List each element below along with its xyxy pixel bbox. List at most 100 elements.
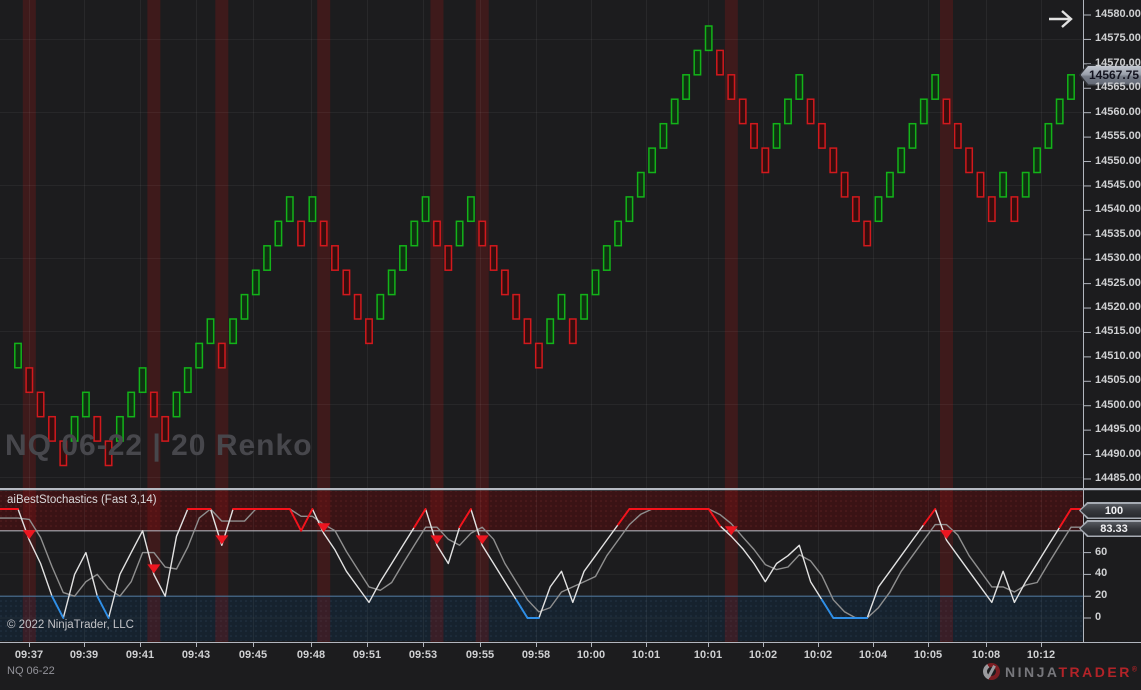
renko-brick [728, 75, 734, 99]
renko-brick [83, 392, 89, 416]
time-axis-label: 10:02 [742, 649, 784, 661]
renko-brick [389, 270, 395, 294]
renko-brick [37, 392, 43, 416]
renko-brick [706, 26, 712, 50]
price-axis-label: 14490.00 [1095, 448, 1141, 460]
renko-brick [241, 295, 247, 319]
renko-brick [932, 75, 938, 99]
renko-brick [196, 343, 202, 367]
renko-brick [1034, 148, 1040, 172]
price-axis-label: 14540.00 [1095, 203, 1141, 215]
price-axis-label: 14565.00 [1095, 81, 1141, 93]
ninjatrader-logo-icon [983, 663, 1000, 680]
renko-brick [966, 148, 972, 172]
renko-brick [638, 173, 644, 197]
renko-brick [513, 295, 519, 319]
renko-brick [955, 124, 961, 148]
price-axis-label: 14500.00 [1095, 399, 1141, 411]
time-axis[interactable]: 09:3709:3909:4109:4309:4509:4809:5109:53… [0, 643, 1141, 667]
ninjatrader-logo: NINJATRADER® [983, 663, 1137, 680]
time-axis-label: 10:12 [1020, 649, 1062, 661]
renko-brick [411, 221, 417, 245]
renko-brick [762, 148, 768, 172]
renko-brick [977, 173, 983, 197]
renko-brick [581, 295, 587, 319]
price-axis-label: 14510.00 [1095, 350, 1141, 362]
price-axis-label: 14520.00 [1095, 301, 1141, 313]
stoch-axis-label: 0 [1095, 611, 1101, 623]
renko-brick [1011, 197, 1017, 221]
renko-brick [321, 221, 327, 245]
renko-brick [15, 343, 21, 367]
price-axis-label: 14530.00 [1095, 252, 1141, 264]
renko-brick [536, 343, 542, 367]
renko-brick [853, 197, 859, 221]
renko-brick [1057, 99, 1063, 123]
renko-brick [909, 124, 915, 148]
panel-separator[interactable] [0, 488, 1141, 490]
renko-brick [921, 99, 927, 123]
price-axis-label: 14515.00 [1095, 325, 1141, 337]
renko-brick [830, 148, 836, 172]
indicator-label: aiBestStochastics (Fast 3,14) [7, 494, 157, 506]
time-axis-label: 10:02 [797, 649, 839, 661]
time-axis-label: 10:05 [907, 649, 949, 661]
renko-brick [128, 392, 134, 416]
time-axis-label: 09:58 [515, 649, 557, 661]
renko-brick [796, 75, 802, 99]
price-axis-label: 14560.00 [1095, 106, 1141, 118]
price-axis-label: 14485.00 [1095, 472, 1141, 484]
price-axis[interactable]: 14580.0014575.0014570.0014565.0014560.00… [1084, 0, 1141, 642]
price-axis-label: 14495.00 [1095, 423, 1141, 435]
stoch-axis-label: 60 [1095, 546, 1107, 558]
renko-brick [173, 392, 179, 416]
renko-brick [151, 392, 157, 416]
renko-brick [309, 197, 315, 221]
renko-brick [434, 221, 440, 245]
renko-brick [773, 124, 779, 148]
price-axis-label: 14525.00 [1095, 277, 1141, 289]
renko-brick [1000, 173, 1006, 197]
renko-brick [807, 99, 813, 123]
renko-brick [875, 197, 881, 221]
renko-brick [502, 270, 508, 294]
renko-brick [898, 148, 904, 172]
time-axis-label: 09:41 [119, 649, 161, 661]
price-axis-label: 14545.00 [1095, 179, 1141, 191]
price-axis-label: 14580.00 [1095, 8, 1141, 20]
time-axis-label: 09:45 [232, 649, 274, 661]
copyright-text: © 2022 NinjaTrader, LLC [7, 619, 134, 631]
renko-brick [366, 319, 372, 343]
renko-brick [422, 197, 428, 221]
renko-brick [751, 124, 757, 148]
renko-brick [592, 270, 598, 294]
renko-brick [332, 246, 338, 270]
renko-brick [660, 124, 666, 148]
time-axis-label: 09:37 [8, 649, 50, 661]
renko-brick [672, 99, 678, 123]
time-axis-label: 10:01 [687, 649, 729, 661]
renko-brick [456, 221, 462, 245]
time-axis-label: 09:39 [63, 649, 105, 661]
time-axis-label: 09:53 [402, 649, 444, 661]
renko-brick [479, 221, 485, 245]
renko-brick [1023, 173, 1029, 197]
renko-brick [943, 99, 949, 123]
renko-brick [740, 99, 746, 123]
time-axis-label: 10:08 [965, 649, 1007, 661]
scroll-to-latest-arrow-icon[interactable] [1044, 5, 1080, 33]
stoch-axis-label: 20 [1095, 589, 1107, 601]
renko-brick [558, 295, 564, 319]
price-axis-label: 14535.00 [1095, 228, 1141, 240]
renko-brick [1045, 124, 1051, 148]
renko-brick [626, 197, 632, 221]
renko-brick [547, 319, 553, 343]
renko-brick [604, 246, 610, 270]
chart-canvas[interactable] [0, 0, 1141, 690]
price-axis-label: 14575.00 [1095, 32, 1141, 44]
renko-brick [468, 197, 474, 221]
renko-brick [377, 295, 383, 319]
time-axis-label: 09:51 [346, 649, 388, 661]
ninjatrader-chart-window: { "chart": { "instrument_watermark": "NQ… [0, 0, 1141, 690]
renko-brick [615, 221, 621, 245]
